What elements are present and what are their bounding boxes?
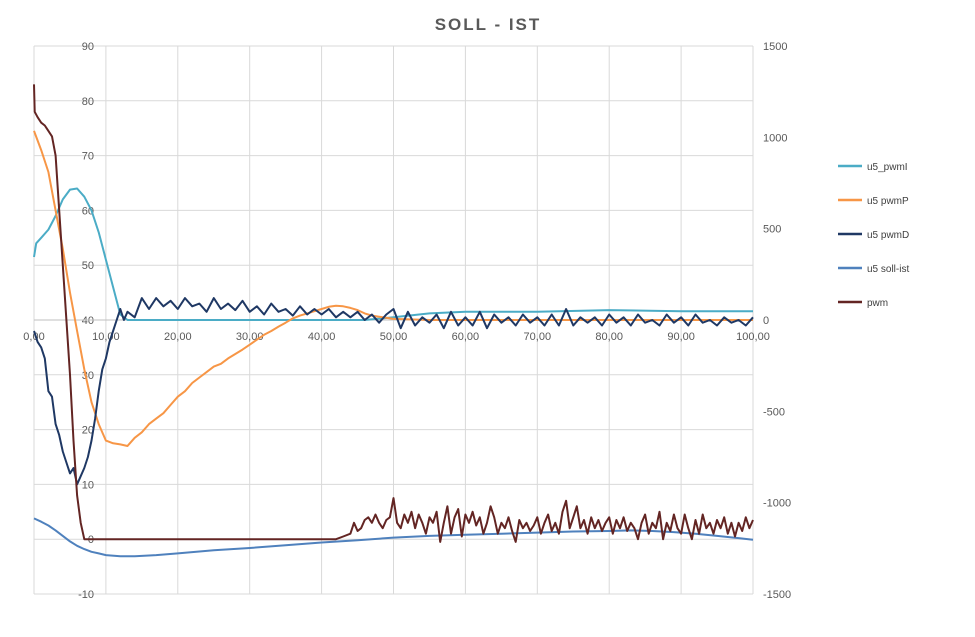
legend-label: u5 pwmD (867, 230, 909, 241)
legend-label: u5 soll-ist (867, 264, 909, 275)
y-right-tick-label: -1500 (763, 589, 791, 601)
grid (33, 45, 754, 595)
y-left-tick-label: -10 (78, 589, 94, 601)
y-left-tick-label: 50 (82, 260, 94, 272)
x-tick-label: 70,00 (524, 331, 552, 343)
y-right-tick-label: 1500 (763, 41, 787, 53)
series-line-u5-pwmd (33, 297, 754, 486)
x-tick-label: 0,00 (23, 331, 44, 343)
y-left-tick-label: 80 (82, 96, 94, 108)
y-right-tick-label: -500 (763, 406, 785, 418)
x-tick-label: 10,00 (92, 331, 120, 343)
legend-label: u5_pwmI (867, 162, 908, 173)
legend: u5_pwmI u5 pwmP u5 pwmD u5 soll-ist pwm (838, 162, 909, 309)
chart-title: SOLL - IST (435, 15, 542, 34)
y-right-tick-label: 0 (763, 315, 769, 327)
x-tick-label: 100,00 (736, 331, 770, 343)
series-line-u5-pwmp (33, 130, 753, 447)
y-left-tick-label: 40 (82, 315, 94, 327)
y-left-tick-label: 70 (82, 151, 94, 163)
y-left-tick-label: 30 (82, 370, 94, 382)
y-right-tick-label: -1000 (763, 498, 791, 510)
legend-label: pwm (867, 298, 888, 309)
x-tick-label: 20,00 (164, 331, 192, 343)
y-left-tick-label: 90 (82, 41, 94, 53)
x-tick-label: 50,00 (380, 331, 408, 343)
legend-label: u5 pwmP (867, 196, 909, 207)
y-left-tick-label: 10 (82, 479, 94, 491)
y-right-tick-label: 1000 (763, 132, 787, 144)
x-tick-label: 40,00 (308, 331, 336, 343)
series-line-pwm (33, 84, 754, 543)
y-right-tick-label: 500 (763, 224, 781, 236)
x-tick-label: 80,00 (595, 331, 623, 343)
series-line-u5-soll-ist (33, 517, 754, 558)
x-tick-label: 60,00 (452, 331, 480, 343)
y-left-tick-label: 20 (82, 425, 94, 437)
series-lines (33, 84, 754, 558)
x-tick-label: 90,00 (667, 331, 695, 343)
